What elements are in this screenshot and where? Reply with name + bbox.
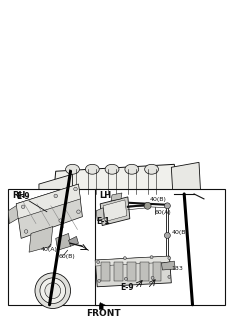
Polygon shape xyxy=(16,184,82,238)
Text: 40(A): 40(A) xyxy=(41,247,58,252)
Circle shape xyxy=(149,256,152,259)
Circle shape xyxy=(76,210,80,213)
Circle shape xyxy=(143,202,150,209)
Text: 60(B): 60(B) xyxy=(58,254,75,259)
Polygon shape xyxy=(68,236,78,246)
Circle shape xyxy=(164,203,170,209)
Polygon shape xyxy=(39,174,72,217)
Polygon shape xyxy=(95,256,170,287)
Bar xyxy=(8,189,100,305)
Circle shape xyxy=(45,283,61,299)
Circle shape xyxy=(167,257,170,260)
Ellipse shape xyxy=(144,164,158,174)
Text: E-1: E-1 xyxy=(96,217,109,226)
Polygon shape xyxy=(95,256,169,266)
Polygon shape xyxy=(8,204,21,224)
Text: FRONT: FRONT xyxy=(85,309,120,318)
Text: LH: LH xyxy=(99,191,111,200)
Bar xyxy=(95,189,224,305)
Polygon shape xyxy=(100,197,129,226)
Polygon shape xyxy=(29,227,52,252)
Circle shape xyxy=(167,276,170,278)
Circle shape xyxy=(123,257,126,260)
Circle shape xyxy=(73,187,77,191)
Polygon shape xyxy=(33,266,55,288)
Polygon shape xyxy=(55,234,70,250)
Circle shape xyxy=(164,260,170,266)
Text: RH: RH xyxy=(12,191,25,200)
Bar xyxy=(126,262,135,281)
Text: 40(B): 40(B) xyxy=(149,197,166,202)
Ellipse shape xyxy=(105,164,119,174)
Polygon shape xyxy=(36,199,206,276)
Polygon shape xyxy=(39,217,55,283)
Polygon shape xyxy=(183,253,214,276)
Circle shape xyxy=(40,278,65,304)
Ellipse shape xyxy=(85,164,99,174)
Bar xyxy=(113,262,122,281)
Text: 133: 133 xyxy=(170,266,182,271)
Ellipse shape xyxy=(65,164,79,174)
Bar xyxy=(152,262,161,281)
Circle shape xyxy=(150,276,153,279)
Circle shape xyxy=(24,230,28,233)
Circle shape xyxy=(59,219,62,222)
Circle shape xyxy=(54,194,57,198)
Bar xyxy=(101,262,109,281)
Circle shape xyxy=(97,279,100,282)
Polygon shape xyxy=(103,200,126,221)
Text: E-9: E-9 xyxy=(119,283,133,292)
Text: 60(A): 60(A) xyxy=(154,210,170,215)
Circle shape xyxy=(164,232,170,238)
Ellipse shape xyxy=(124,164,138,174)
Text: E-9: E-9 xyxy=(16,192,30,201)
Polygon shape xyxy=(99,303,106,309)
Polygon shape xyxy=(39,193,61,219)
Polygon shape xyxy=(111,193,122,201)
Bar xyxy=(139,262,148,281)
Polygon shape xyxy=(96,208,104,220)
Circle shape xyxy=(124,277,127,280)
Circle shape xyxy=(35,273,70,308)
Circle shape xyxy=(21,205,25,209)
Text: 40(B): 40(B) xyxy=(170,230,187,236)
Polygon shape xyxy=(170,162,200,202)
Circle shape xyxy=(96,260,99,264)
Polygon shape xyxy=(161,261,175,270)
Polygon shape xyxy=(16,184,80,219)
Polygon shape xyxy=(52,164,176,204)
